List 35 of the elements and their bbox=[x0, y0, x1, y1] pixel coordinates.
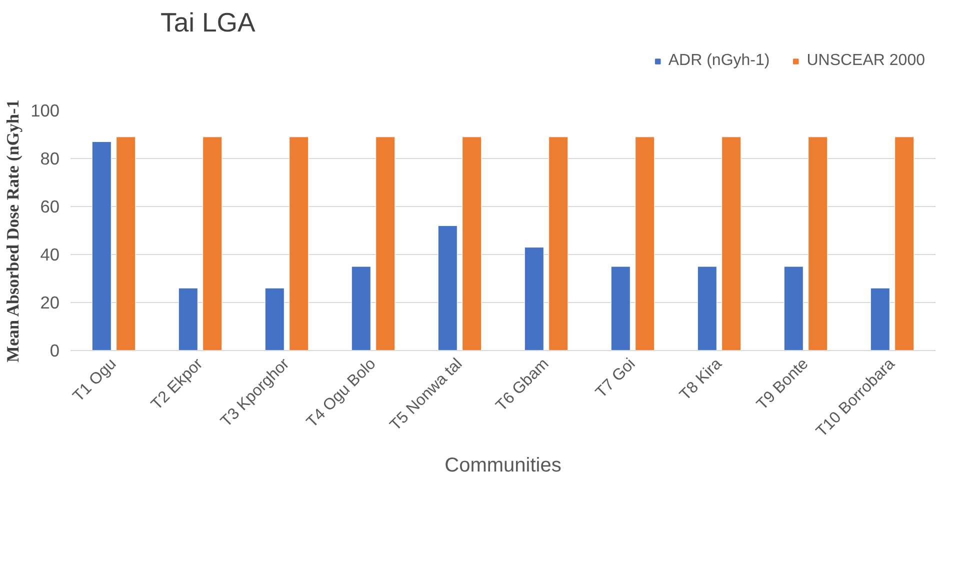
x-tick-label: T1 Ogu bbox=[70, 355, 120, 406]
bar bbox=[524, 247, 544, 350]
x-tick-label: T7 Goi bbox=[592, 355, 639, 402]
x-tick-label: T4 Ogu Bolo bbox=[304, 355, 380, 432]
y-tick-label: 100 bbox=[30, 100, 60, 120]
bar bbox=[264, 288, 284, 350]
y-tick-label: 20 bbox=[40, 292, 60, 312]
bar bbox=[92, 141, 112, 350]
x-axis-title: Communities bbox=[444, 454, 562, 476]
y-tick-label: 60 bbox=[40, 196, 60, 216]
bar bbox=[462, 136, 482, 350]
y-tick-label: 80 bbox=[40, 148, 60, 168]
chart-title: Tai LGA bbox=[160, 8, 256, 38]
y-axis-title: Mean Absorbed Dose Rate (nGyh-1 bbox=[4, 100, 23, 362]
bar bbox=[722, 136, 742, 350]
bar bbox=[202, 136, 222, 350]
bar bbox=[178, 288, 198, 350]
bar bbox=[289, 136, 309, 350]
bar bbox=[894, 136, 914, 350]
legend-label: ADR (nGyh-1) bbox=[668, 52, 770, 70]
legend-label: UNSCEAR 2000 bbox=[806, 52, 925, 70]
bar bbox=[610, 266, 630, 350]
bar bbox=[376, 136, 396, 350]
bar bbox=[808, 136, 828, 350]
y-tick-label: 0 bbox=[50, 340, 60, 360]
bar bbox=[697, 266, 717, 350]
y-tick-label: 40 bbox=[40, 244, 60, 264]
bar bbox=[438, 225, 458, 350]
bar bbox=[635, 136, 655, 350]
bar bbox=[548, 136, 568, 350]
x-tick-label: T8 Kira bbox=[676, 355, 726, 404]
bar bbox=[116, 136, 136, 350]
bar bbox=[351, 266, 371, 350]
bar bbox=[870, 288, 890, 350]
bar bbox=[784, 266, 804, 350]
